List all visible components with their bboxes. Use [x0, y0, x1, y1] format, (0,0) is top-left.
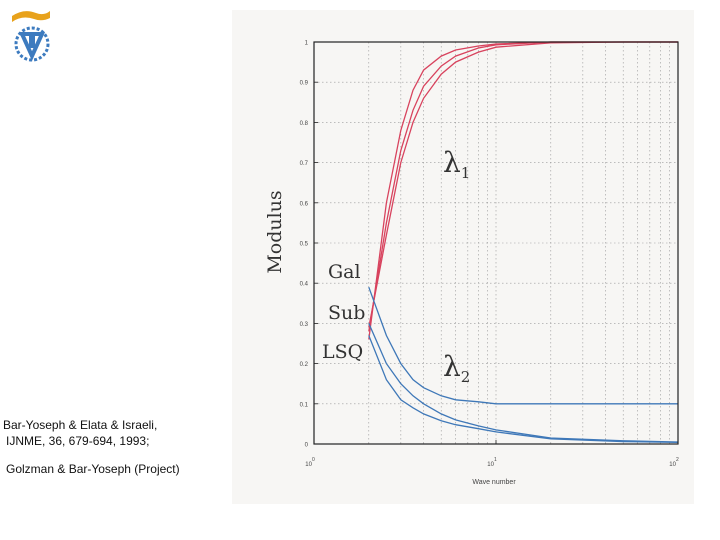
method-label-gal: Gal [328, 261, 361, 283]
x-axis-label: Wave number [472, 479, 516, 486]
y-tick-label: 0.8 [300, 121, 309, 127]
x-ticks: 100 101 102 [305, 440, 679, 468]
y-tick-label: 1 [305, 41, 309, 47]
method-label-lsq: LSQ [322, 341, 363, 363]
series-line-lambda2-3 [368, 335, 679, 444]
chart-series [368, 41, 679, 444]
x-tick-label: 102 [669, 457, 679, 468]
y-tick-label: 0.4 [300, 282, 309, 288]
chart-grid [314, 42, 678, 444]
university-emblem-icon [12, 11, 50, 62]
x-tick-label: 101 [487, 457, 497, 468]
y-tick-label: 0.9 [300, 81, 309, 87]
lambda1-symbol: λ [443, 146, 461, 179]
series-line-lambda1-3 [368, 41, 678, 328]
y-tick-label: 0 [305, 443, 309, 449]
reference-line-3: Golzman & Bar-Yoseph (Project) [6, 462, 180, 476]
reference-line-1: Bar-Yoseph & Elata & Israeli, [3, 418, 158, 432]
modulus-chart: 00.10.20.30.40.50.60.70.80.91 100101102 … [264, 41, 679, 487]
lambda1-label: λ1 [443, 146, 470, 182]
y-tick-label: 0.1 [300, 402, 309, 408]
y-tick-label: 0.3 [300, 322, 309, 328]
method-label-sub: Sub [328, 302, 365, 324]
lambda2-label: λ2 [443, 350, 470, 386]
series-line-lambda1-1 [368, 41, 678, 340]
reference-line-2: IJNME, 36, 679-694, 1993; [6, 434, 150, 448]
series-line-lambda2-1 [368, 286, 678, 405]
y-tick-label: 0.7 [300, 161, 309, 167]
lambda2-symbol: λ [443, 350, 461, 383]
lambda1-subscript: 1 [461, 164, 471, 182]
y-tick-label: 0.2 [300, 362, 309, 368]
x-tick-label: 100 [305, 457, 315, 468]
y-ticks: 0 0.1 0.2 0.3 0.4 0.5 0.6 0.7 0.8 0.9 1 [300, 41, 318, 449]
series-line-lambda2-2 [368, 323, 679, 443]
y-axis-label: Modulus [264, 190, 286, 273]
y-tick-label: 0.6 [300, 201, 309, 207]
y-tick-label: 0.5 [300, 242, 309, 248]
lambda2-subscript: 2 [461, 368, 471, 386]
